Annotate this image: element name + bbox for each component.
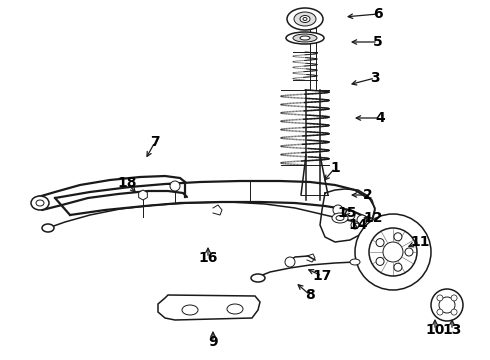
Text: 5: 5 <box>373 35 383 49</box>
Text: 10: 10 <box>425 323 445 337</box>
Text: 8: 8 <box>305 288 315 302</box>
Ellipse shape <box>227 304 243 314</box>
Circle shape <box>431 289 463 321</box>
Polygon shape <box>158 295 260 320</box>
Text: 14: 14 <box>348 218 368 232</box>
Text: 16: 16 <box>198 251 218 265</box>
Ellipse shape <box>336 216 344 220</box>
Circle shape <box>357 215 367 225</box>
Ellipse shape <box>300 15 310 23</box>
Ellipse shape <box>350 259 360 265</box>
Circle shape <box>345 210 355 220</box>
Circle shape <box>376 257 384 265</box>
Text: 1: 1 <box>330 161 340 175</box>
Ellipse shape <box>300 36 310 40</box>
Circle shape <box>383 242 403 262</box>
Text: 6: 6 <box>373 7 383 21</box>
Circle shape <box>451 309 457 315</box>
Text: 4: 4 <box>375 111 385 125</box>
Text: 18: 18 <box>117 176 137 190</box>
Ellipse shape <box>182 305 198 315</box>
Text: 11: 11 <box>410 235 430 249</box>
Text: 3: 3 <box>370 71 380 85</box>
Ellipse shape <box>251 274 265 282</box>
Ellipse shape <box>36 200 44 206</box>
Text: 12: 12 <box>363 211 383 225</box>
Ellipse shape <box>287 8 323 30</box>
Circle shape <box>437 295 443 301</box>
Circle shape <box>355 214 431 290</box>
Circle shape <box>351 221 359 229</box>
Text: 2: 2 <box>363 188 373 202</box>
Ellipse shape <box>31 196 49 210</box>
Circle shape <box>376 239 384 247</box>
Circle shape <box>439 297 455 313</box>
Ellipse shape <box>42 224 54 232</box>
Ellipse shape <box>293 34 317 42</box>
Circle shape <box>369 228 417 276</box>
Circle shape <box>394 233 402 241</box>
Text: 15: 15 <box>337 206 357 220</box>
Circle shape <box>405 248 413 256</box>
Circle shape <box>437 309 443 315</box>
Text: 9: 9 <box>208 335 218 349</box>
Text: 7: 7 <box>150 135 160 149</box>
Text: 17: 17 <box>312 269 332 283</box>
Ellipse shape <box>303 18 307 21</box>
Ellipse shape <box>286 32 324 44</box>
Text: 13: 13 <box>442 323 462 337</box>
Circle shape <box>170 181 180 191</box>
Circle shape <box>394 263 402 271</box>
Polygon shape <box>139 190 147 200</box>
Circle shape <box>333 205 343 215</box>
Circle shape <box>451 295 457 301</box>
Ellipse shape <box>332 213 348 223</box>
Circle shape <box>285 257 295 267</box>
Ellipse shape <box>294 12 316 26</box>
